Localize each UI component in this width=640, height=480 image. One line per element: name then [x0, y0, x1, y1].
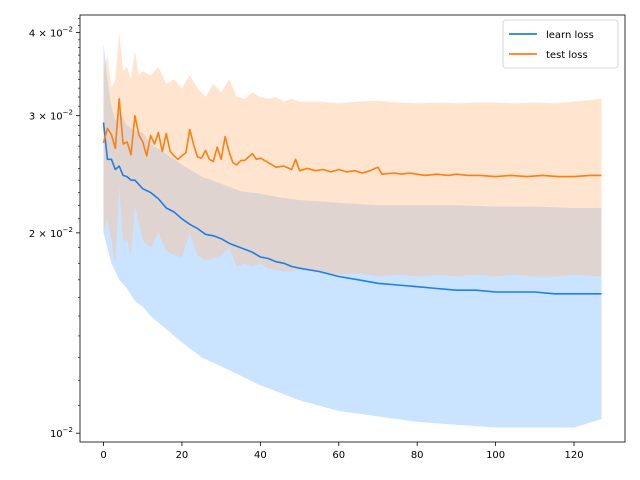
legend: learn loss test loss	[502, 19, 619, 69]
y-tick-label: 2 × 10−2	[29, 226, 73, 240]
y-axis: 10−2 2 × 10−2 3 × 10−2 4 × 10−2	[29, 18, 80, 440]
y-tick-label: 3 × 10−2	[29, 109, 73, 123]
plot-frame	[79, 14, 626, 443]
x-tick-label: 80	[411, 450, 424, 461]
learn-loss-line	[102, 122, 602, 295]
confidence-bands	[103, 32, 602, 428]
test-loss-band	[103, 32, 602, 277]
x-tick-label: 20	[176, 450, 189, 461]
series-lines	[102, 98, 602, 295]
test-loss-line	[102, 98, 602, 178]
learn-loss-legend-label: learn loss	[546, 30, 594, 41]
test-loss-legend-label: test loss	[546, 50, 588, 61]
x-tick-label: 120	[564, 450, 583, 461]
x-tick-label: 60	[332, 450, 345, 461]
x-axis: 0 20 40 60 80 100 120	[100, 442, 584, 461]
x-tick-label: 0	[100, 450, 106, 461]
y-tick-label: 10−2	[50, 426, 73, 440]
y-tick-label: 4 × 10−2	[29, 26, 73, 40]
legend-box	[502, 19, 619, 69]
x-tick-label: 40	[254, 450, 267, 461]
x-tick-label: 100	[486, 450, 505, 461]
learn-loss-band	[103, 43, 602, 428]
